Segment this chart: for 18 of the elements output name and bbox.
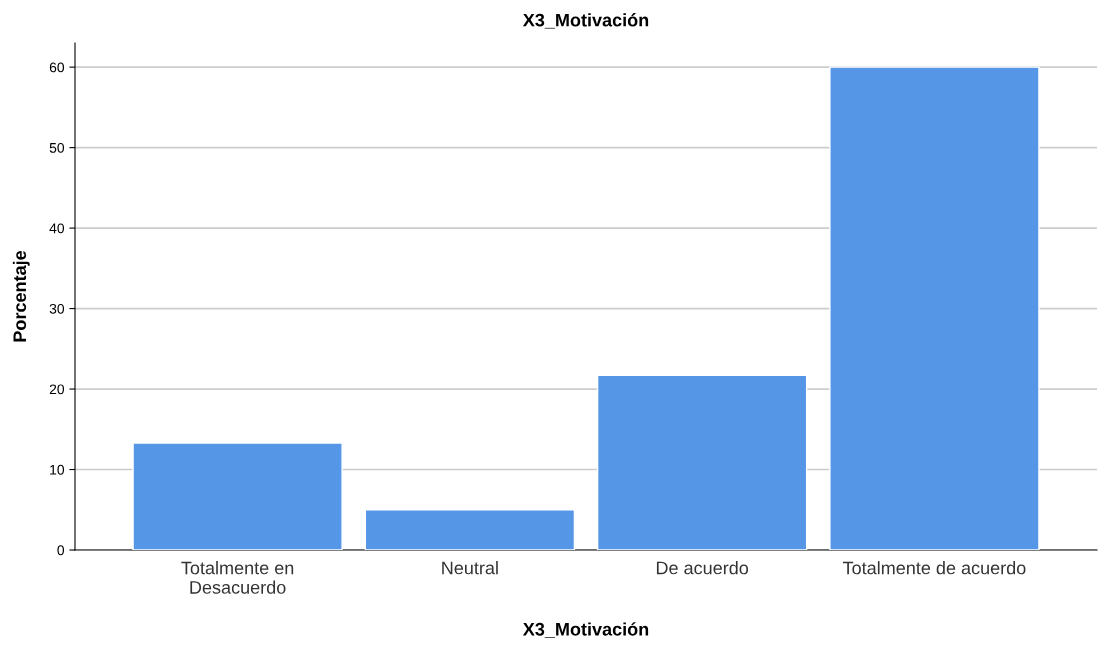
y-tick-label: 10	[50, 464, 65, 475]
x-tick-label: Totalmente de acuerdo	[842, 561, 1026, 575]
y-tick-label: 50	[49, 142, 65, 153]
y-tick-label: 20	[49, 384, 65, 395]
y-tick-label: 0	[57, 545, 65, 556]
x-tick-label: Totalmente en Desacuerdo	[181, 561, 294, 594]
bar	[132, 442, 343, 550]
bar	[829, 66, 1040, 550]
y-tick-label: 30	[49, 303, 65, 314]
bar	[364, 509, 576, 550]
y-tick-label: 40	[49, 223, 65, 234]
x-tick-label: De acuerdo	[656, 561, 749, 575]
y-tick-label: 60	[49, 62, 65, 73]
x-tick-label: Neutral	[442, 561, 498, 575]
chart-title: X3_Motivación	[522, 13, 649, 29]
y-axis-title: Porcentaje	[12, 250, 30, 342]
bar	[596, 374, 808, 550]
x-axis-title: X3_Motivación	[522, 622, 649, 638]
